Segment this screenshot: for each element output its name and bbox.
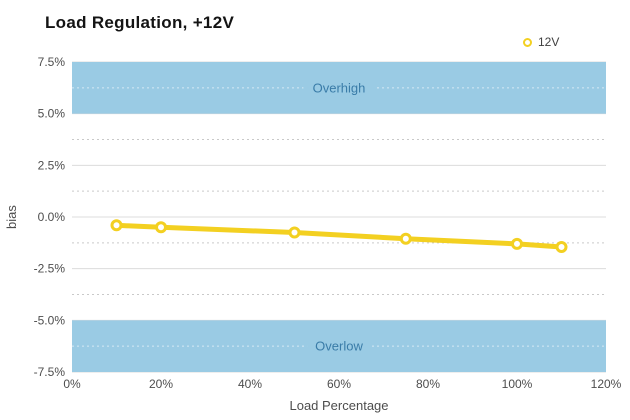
data-point-marker[interactable] — [555, 241, 568, 253]
chart-title: Load Regulation, +12V — [45, 13, 235, 32]
x-axis-title: Load Percentage — [289, 398, 388, 413]
data-point-marker[interactable] — [399, 232, 412, 245]
x-tick-label: 100% — [502, 377, 533, 391]
y-tick-label: 7.5% — [38, 55, 66, 69]
x-tick-label: 20% — [149, 377, 173, 391]
data-point-marker[interactable] — [155, 221, 167, 234]
legend-label: 12V — [538, 35, 560, 49]
y-tick-label: 2.5% — [38, 158, 66, 172]
y-axis-title: bias — [4, 205, 19, 229]
y-tick-label: -7.5% — [34, 365, 66, 379]
y-tick-label: 5.0% — [38, 107, 66, 121]
band-label: Overlow — [315, 339, 363, 354]
data-point-marker[interactable] — [110, 219, 123, 232]
x-tick-label: 0% — [63, 377, 81, 391]
legend-marker-icon — [523, 37, 532, 47]
x-tick-label: 120% — [591, 377, 622, 391]
band-label: Overhigh — [313, 80, 366, 95]
series-line — [114, 222, 564, 250]
x-tick-label: 80% — [416, 377, 440, 391]
band-label-backing — [303, 79, 375, 96]
band-label-backing — [307, 338, 371, 355]
x-tick-label: 60% — [327, 377, 351, 391]
legend-item-12v[interactable]: 12V — [523, 35, 559, 49]
y-tick-label: 0.0% — [38, 210, 66, 224]
data-point-marker[interactable] — [511, 237, 523, 250]
data-point-marker[interactable] — [288, 226, 301, 239]
y-tick-label: -2.5% — [34, 262, 66, 276]
y-tick-label: -5.0% — [34, 313, 66, 327]
x-tick-label: 40% — [238, 377, 262, 391]
